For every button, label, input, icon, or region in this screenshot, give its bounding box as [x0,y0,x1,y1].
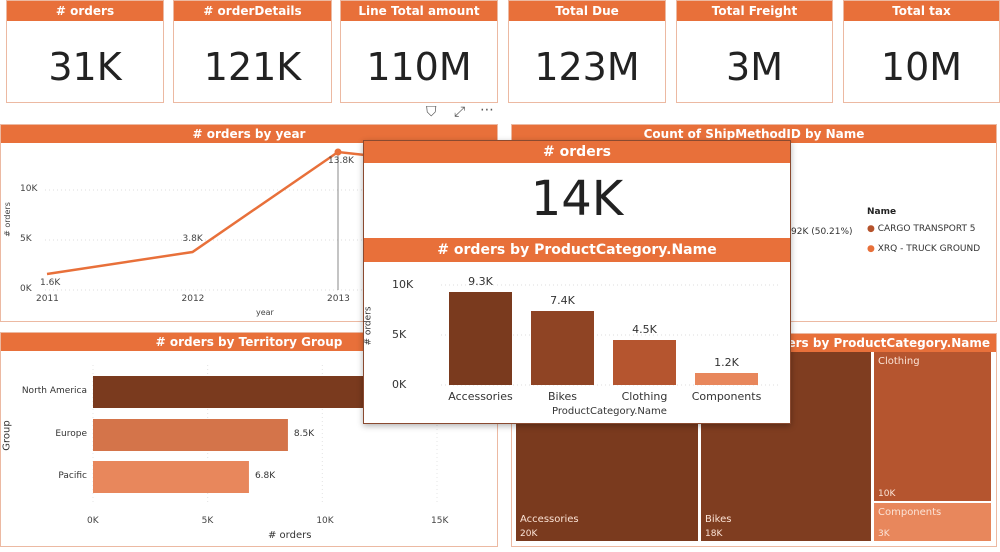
bar[interactable] [695,373,758,385]
data-label: 1.2K [714,356,739,369]
x-tick-label: 10K [316,516,334,526]
data-label: 6.8K [254,471,276,481]
y-tick-label: 10K [392,278,414,291]
kpi-card[interactable]: # orders 31K [6,0,164,103]
category-label: North America [21,386,87,396]
x-axis-title: ProductCategory.Name [552,406,667,417]
data-label: 8.5K [293,429,315,439]
tooltip-popup: # orders 14K # orders by ProductCategory… [363,140,791,424]
tooltip-value: 14K [530,171,624,227]
data-label: 7.4K [550,294,575,307]
kpi-title: # orders [7,1,163,21]
bar[interactable] [93,376,393,408]
tile-name: Bikes [705,514,732,525]
category-label: Clothing [621,390,668,403]
treemap-tile[interactable]: Components 3K [874,503,991,541]
legend-label: CARGO TRANSPORT 5 [877,224,976,234]
legend-item[interactable]: ● XRQ - TRUCK GROUND [867,244,981,254]
legend-item[interactable]: ● CARGO TRANSPORT 5 [867,224,976,234]
category-label: Pacific [58,471,87,481]
tile-value: 20K [520,529,538,539]
tile-value: 10K [878,489,896,499]
kpi-card[interactable]: Line Total amount 110M [340,0,498,103]
filter-icon[interactable]: ⛉ [426,104,437,120]
bar[interactable] [93,419,288,451]
y-tick-label: 10K [20,184,38,194]
data-label: 13.8K [328,156,354,166]
kpi-value: 121K [203,45,302,89]
focus-mode-icon[interactable]: ⤢ [454,104,466,120]
data-label: 9.3K [468,275,493,288]
tile-value: 18K [705,529,723,539]
category-label: Europe [55,429,87,439]
kpi-card[interactable]: Total Freight 3M [676,0,833,103]
y-axis-title: Group [1,420,13,451]
kpi-title: Line Total amount [341,1,497,21]
tooltip-title: # orders [364,141,790,163]
category-label: Bikes [547,390,578,403]
kpi-card[interactable]: Total tax 10M [843,0,1000,103]
pie-data-label: 92K (50.21%) [791,227,853,237]
data-point[interactable] [334,148,342,156]
category-label: Components [691,390,762,403]
category-label: Accessories [448,390,513,403]
series-line[interactable] [46,150,366,276]
kpi-value: 110M [366,45,472,89]
tooltip-chart-title: # orders by ProductCategory.Name [364,238,790,262]
tile-value: 3K [878,529,890,539]
x-axis-title: # orders [268,530,312,541]
y-tick-label: 5K [392,328,407,341]
data-label: 1.6K [40,278,61,288]
data-label: 3.8K [182,234,203,244]
kpi-title: Total tax [844,1,999,21]
y-tick-label: 0K [20,284,32,294]
x-tick-label: 2013 [327,294,350,304]
treemap-tile[interactable]: Clothing 10K [874,352,991,501]
x-tick-label: 0K [87,516,99,526]
x-tick-label: 2011 [36,294,59,304]
tile-name: Components [878,507,942,518]
bar[interactable] [531,311,594,385]
y-tick-label: 0K [392,378,407,391]
kpi-value: 3M [726,45,783,89]
tile-name: Clothing [878,356,920,367]
tile-name: Accessories [520,514,579,525]
kpi-value: 123M [534,45,640,89]
legend-label: XRQ - TRUCK GROUND [877,244,981,254]
x-tick-label: 2012 [181,294,205,304]
kpi-value: 10M [880,45,963,89]
y-tick-label: 5K [20,234,32,244]
chart-title: # orders by year [1,125,497,143]
kpi-title: Total Freight [677,1,832,21]
data-label: 4.5K [632,323,657,336]
kpi-card[interactable]: # orderDetails 121K [173,0,332,103]
kpi-title: # orderDetails [174,1,331,21]
bar[interactable] [449,292,512,385]
kpi-card[interactable]: Total Due 123M [508,0,666,103]
bar[interactable] [93,461,249,493]
bar[interactable] [613,340,676,385]
legend-title: Name [867,207,897,217]
x-axis-title: year [256,308,274,317]
x-tick-label: 5K [201,516,214,526]
kpi-title: Total Due [509,1,665,21]
chart-title: Count of ShipMethodID by Name [512,125,996,143]
y-axis-title: # orders [363,306,374,346]
x-tick-label: 15K [431,516,449,526]
kpi-value: 31K [48,45,122,89]
more-options-icon[interactable]: ⋯ [480,102,494,118]
